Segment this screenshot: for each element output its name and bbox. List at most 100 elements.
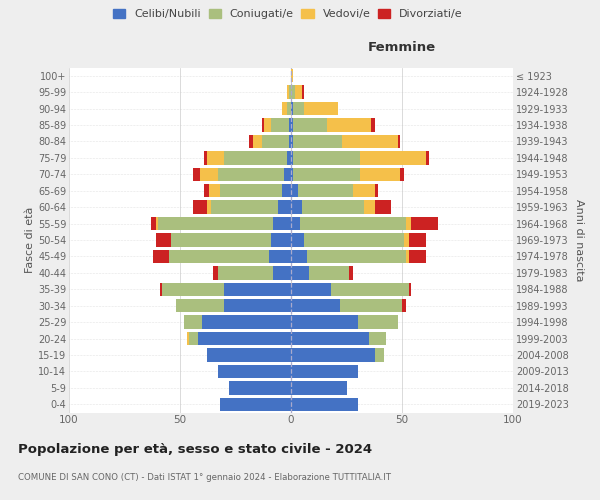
Bar xyxy=(262,118,265,132)
Bar xyxy=(291,266,309,280)
Bar xyxy=(271,234,291,246)
Bar xyxy=(293,102,304,116)
Bar xyxy=(253,134,262,148)
Bar xyxy=(302,86,304,99)
Bar xyxy=(184,316,202,329)
Bar xyxy=(193,200,206,214)
Bar xyxy=(402,299,406,312)
Bar xyxy=(289,134,291,148)
Bar xyxy=(155,217,158,230)
Bar xyxy=(291,398,358,411)
Bar xyxy=(202,316,291,329)
Bar xyxy=(206,348,291,362)
Text: COMUNE DI SAN CONO (CT) - Dati ISTAT 1° gennaio 2024 - Elaborazione TUTTITALIA.I: COMUNE DI SAN CONO (CT) - Dati ISTAT 1° … xyxy=(18,472,391,482)
Bar xyxy=(291,102,293,116)
Bar xyxy=(291,118,293,132)
Bar xyxy=(273,266,291,280)
Bar xyxy=(340,299,402,312)
Bar xyxy=(293,151,360,164)
Bar xyxy=(287,102,291,116)
Bar xyxy=(218,266,273,280)
Bar xyxy=(326,118,371,132)
Bar xyxy=(400,168,404,181)
Bar xyxy=(291,184,298,198)
Bar xyxy=(205,151,206,164)
Bar xyxy=(265,118,271,132)
Bar xyxy=(151,217,155,230)
Bar xyxy=(291,168,293,181)
Bar xyxy=(404,234,409,246)
Bar xyxy=(291,69,293,82)
Bar xyxy=(278,200,291,214)
Bar xyxy=(304,234,404,246)
Bar xyxy=(295,86,302,99)
Bar xyxy=(353,184,376,198)
Bar xyxy=(287,151,291,164)
Bar xyxy=(200,168,218,181)
Bar xyxy=(368,332,386,345)
Bar xyxy=(371,118,376,132)
Bar xyxy=(300,217,406,230)
Bar xyxy=(291,250,307,263)
Bar xyxy=(155,234,171,246)
Bar xyxy=(205,184,209,198)
Bar xyxy=(298,184,353,198)
Bar xyxy=(229,381,291,394)
Bar xyxy=(189,332,198,345)
Bar xyxy=(271,118,289,132)
Bar xyxy=(302,200,364,214)
Bar xyxy=(224,151,287,164)
Bar xyxy=(198,332,291,345)
Bar xyxy=(214,266,218,280)
Bar xyxy=(291,332,368,345)
Bar xyxy=(269,250,291,263)
Bar xyxy=(249,134,253,148)
Bar xyxy=(291,282,331,296)
Bar xyxy=(287,86,289,99)
Bar xyxy=(171,234,271,246)
Bar xyxy=(224,299,291,312)
Bar xyxy=(409,234,427,246)
Bar xyxy=(376,184,377,198)
Bar xyxy=(220,398,291,411)
Bar xyxy=(406,217,411,230)
Bar xyxy=(291,348,376,362)
Bar xyxy=(291,134,293,148)
Bar xyxy=(376,348,384,362)
Bar xyxy=(291,86,295,99)
Bar xyxy=(289,86,291,99)
Bar xyxy=(293,168,360,181)
Bar xyxy=(284,168,291,181)
Bar xyxy=(411,217,437,230)
Bar xyxy=(262,134,289,148)
Legend: Celibi/Nubili, Coniugati/e, Vedovi/e, Divorziati/e: Celibi/Nubili, Coniugati/e, Vedovi/e, Di… xyxy=(110,6,466,22)
Bar xyxy=(162,282,224,296)
Bar xyxy=(218,364,291,378)
Bar xyxy=(158,217,273,230)
Bar xyxy=(307,250,406,263)
Bar xyxy=(273,217,291,230)
Bar xyxy=(291,364,358,378)
Bar xyxy=(291,234,304,246)
Bar xyxy=(176,299,224,312)
Bar xyxy=(376,200,391,214)
Bar xyxy=(293,118,326,132)
Bar xyxy=(360,168,400,181)
Bar xyxy=(209,184,220,198)
Bar xyxy=(349,266,353,280)
Bar xyxy=(187,332,189,345)
Bar xyxy=(364,200,376,214)
Bar xyxy=(291,299,340,312)
Bar xyxy=(218,168,284,181)
Bar xyxy=(331,282,409,296)
Bar xyxy=(211,200,278,214)
Text: Popolazione per età, sesso e stato civile - 2024: Popolazione per età, sesso e stato civil… xyxy=(18,442,372,456)
Bar xyxy=(291,316,358,329)
Bar xyxy=(224,282,291,296)
Bar xyxy=(206,200,211,214)
Bar xyxy=(291,151,293,164)
Bar xyxy=(291,200,302,214)
Bar xyxy=(358,316,398,329)
Bar xyxy=(193,168,200,181)
Bar xyxy=(427,151,428,164)
